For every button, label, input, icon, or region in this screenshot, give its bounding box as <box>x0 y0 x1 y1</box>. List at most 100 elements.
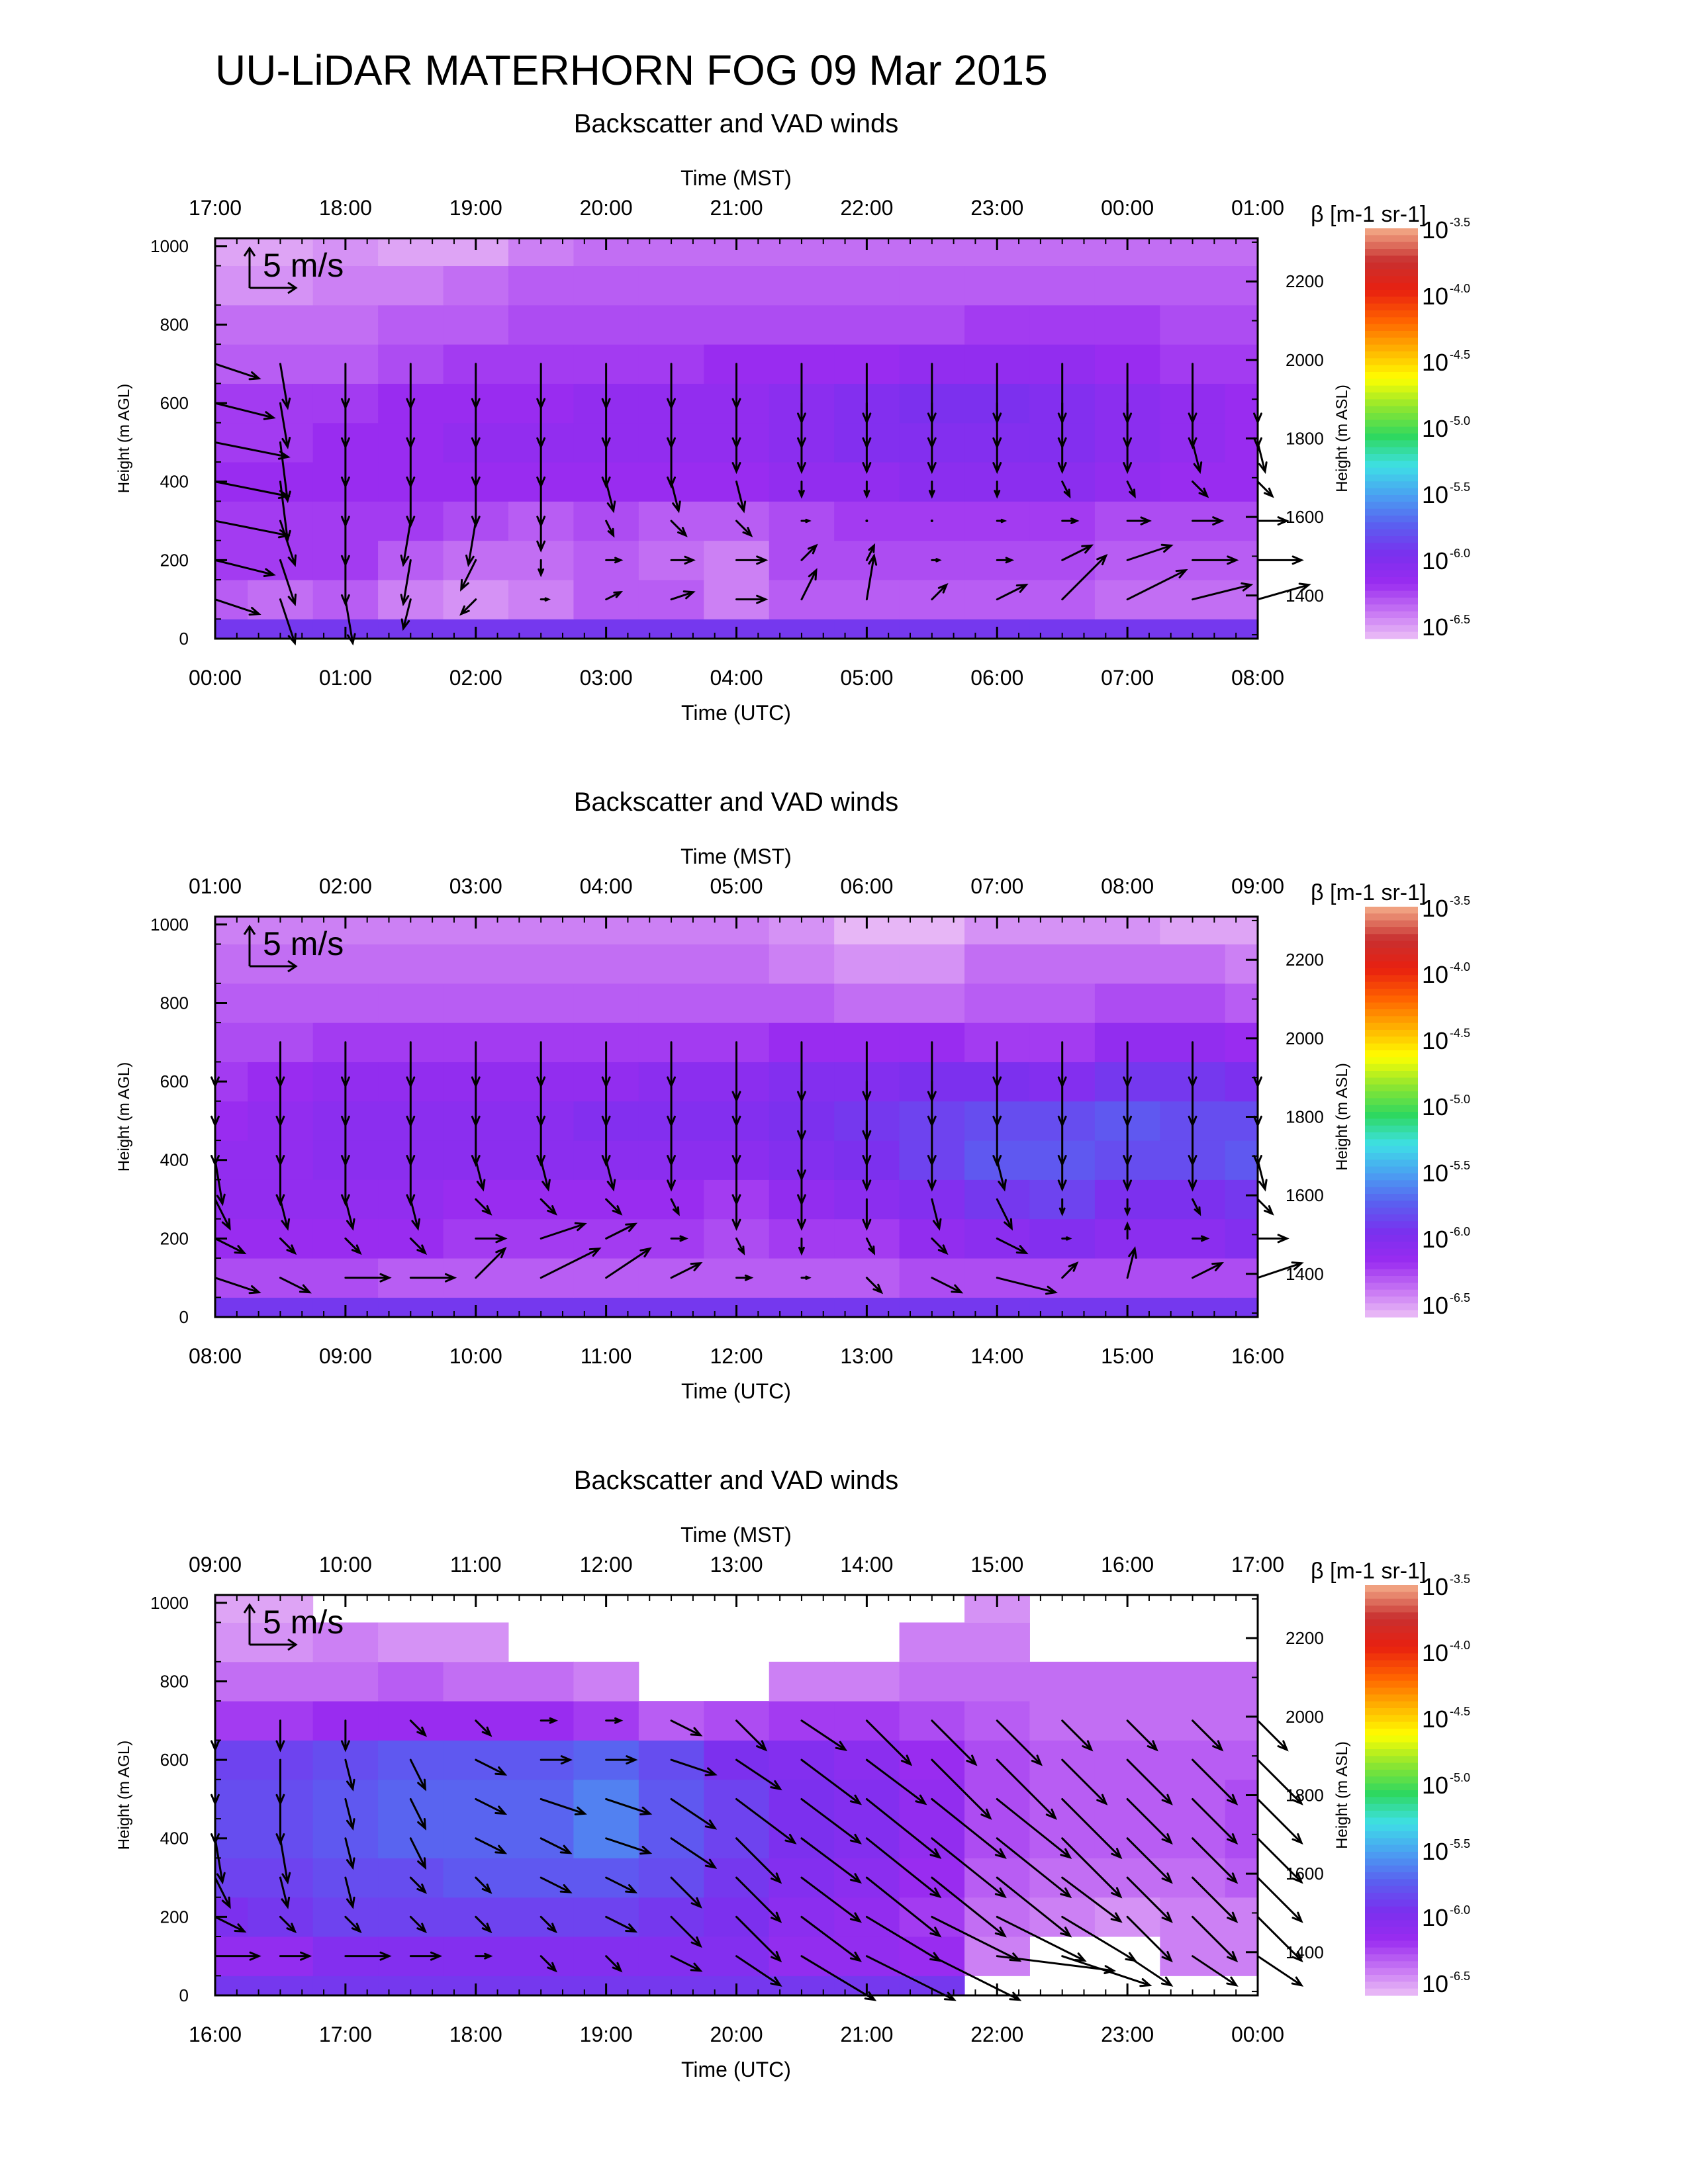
heatmap-cell <box>248 1622 314 1662</box>
wind-arrow <box>735 480 747 514</box>
heatmap-cell <box>215 1976 248 1996</box>
right-tick-label: 2000 <box>1286 1707 1324 1727</box>
colorbar-segment <box>1365 543 1418 551</box>
left-tick-label: 600 <box>160 393 189 413</box>
colorbar-segment <box>1365 598 1418 605</box>
wind-arrow <box>931 1797 1007 1859</box>
wind-arrow <box>539 1198 557 1216</box>
colorbar-segment <box>1365 1002 1418 1010</box>
colorbar-tick-base: 10 <box>1422 614 1448 641</box>
wind-arrow <box>931 1237 949 1255</box>
colorbar-segment <box>1365 1036 1418 1044</box>
heatmap-cell <box>769 983 835 1023</box>
bottom-tick-label: 14:00 <box>970 1344 1023 1368</box>
colorbar-tick-exponent: -6.0 <box>1450 1225 1470 1238</box>
wind-arrow <box>1126 480 1136 499</box>
wind-arrow <box>601 402 611 449</box>
figure-title: UU-LiDAR MATERHORN FOG 09 Mar 2015 <box>215 46 1048 94</box>
right-axis-title: Height (m ASL) <box>1333 1063 1351 1171</box>
bottom-tick-label: 06:00 <box>970 666 1023 690</box>
colorbar-segment <box>1365 1112 1418 1119</box>
heatmap-cell <box>215 1297 248 1318</box>
colorbar-segment <box>1365 536 1418 543</box>
wind-arrow <box>1192 1719 1224 1752</box>
bottom-tick-label: 10:00 <box>449 1344 502 1368</box>
wind-arrow <box>670 480 681 514</box>
wind-arrow <box>1256 555 1304 565</box>
scale-label: 5 m/s <box>263 1604 344 1641</box>
wind-arrow <box>409 1876 428 1894</box>
top-tick-label: 07:00 <box>970 874 1023 898</box>
wind-arrow <box>406 1080 416 1128</box>
colorbar-segment <box>1365 948 1418 955</box>
colorbar-segment <box>1365 1762 1418 1770</box>
heatmap-cell <box>1225 304 1258 345</box>
wind-arrow <box>1192 1876 1239 1923</box>
wind-arrow <box>344 1273 392 1283</box>
wind-arrow <box>994 480 1001 499</box>
heatmap-cell <box>1225 983 1258 1023</box>
wind-arrow <box>1192 1837 1239 1884</box>
top-tick-label: 05:00 <box>710 874 763 898</box>
colorbar-segment <box>1365 1207 1418 1215</box>
left-tick-label: 200 <box>160 550 189 570</box>
wind-arrow <box>344 1876 355 1909</box>
panel-title: Backscatter and VAD winds <box>574 109 899 138</box>
colorbar-segment <box>1365 940 1418 948</box>
colorbar-segment <box>1365 1674 1418 1682</box>
colorbar-tick-base: 10 <box>1422 1838 1448 1865</box>
colorbar-segment <box>1365 1043 1418 1051</box>
colorbar-segment <box>1365 508 1418 516</box>
colorbar-segment <box>1365 1071 1418 1078</box>
scale-label: 5 m/s <box>263 925 344 962</box>
colorbar-segment <box>1365 1091 1418 1099</box>
wind-arrow <box>275 1080 285 1128</box>
heatmap-cell <box>443 983 509 1023</box>
wind-arrow <box>735 1915 782 1963</box>
wind-arrow <box>279 1837 291 1885</box>
left-tick-label: 200 <box>160 1228 189 1248</box>
heatmap-cell <box>1225 944 1258 984</box>
colorbar-segment <box>1365 296 1418 304</box>
colorbar-segment <box>1365 1729 1418 1736</box>
colorbar-segment <box>1365 1633 1418 1641</box>
heatmap-cell <box>215 1779 248 1819</box>
colorbar-segment <box>1365 303 1418 311</box>
heatmap-cell <box>1225 1101 1258 1141</box>
wind-arrow <box>1123 1119 1133 1167</box>
wind-arrow <box>344 1915 362 1934</box>
wind-arrow <box>996 1837 1072 1899</box>
colorbar-segment <box>1365 351 1418 359</box>
wind-arrow <box>409 1951 443 1961</box>
wind-arrow <box>1057 1041 1067 1089</box>
left-tick-label: 0 <box>179 1985 189 2005</box>
wind-arrow <box>465 520 477 567</box>
bottom-tick-label: 19:00 <box>580 2023 633 2046</box>
colorbar-segment <box>1365 1283 1418 1291</box>
wind-arrow <box>1061 518 1080 524</box>
wind-arrow <box>275 1041 285 1089</box>
wind-arrows <box>211 1717 1304 2001</box>
wind-arrow <box>1126 1246 1137 1279</box>
colorbar-segment <box>1365 290 1418 297</box>
wind-arrow <box>536 1080 546 1128</box>
wind-arrow <box>400 520 412 567</box>
left-tick-label: 1000 <box>150 1593 189 1613</box>
colorbar-segment <box>1365 1030 1418 1037</box>
wind-arrow <box>605 1159 616 1192</box>
wind-arrow <box>406 480 416 528</box>
wind-arrow <box>539 1247 602 1279</box>
colorbar-segment <box>1365 1064 1418 1071</box>
colorbar-segment <box>1365 1872 1418 1880</box>
colorbar-segment <box>1365 563 1418 571</box>
colorbar-segment <box>1365 1797 1418 1805</box>
wind-arrow <box>409 1915 428 1934</box>
colorbar-segment <box>1365 1139 1418 1147</box>
wind-arrow <box>731 1119 741 1167</box>
wind-arrow <box>605 520 615 538</box>
wind-arrow <box>409 1273 457 1283</box>
right-tick-label: 1600 <box>1286 1864 1324 1884</box>
wind-arrow <box>862 1041 872 1103</box>
colorbar <box>1365 1585 1418 1996</box>
wind-arrow <box>340 480 350 528</box>
